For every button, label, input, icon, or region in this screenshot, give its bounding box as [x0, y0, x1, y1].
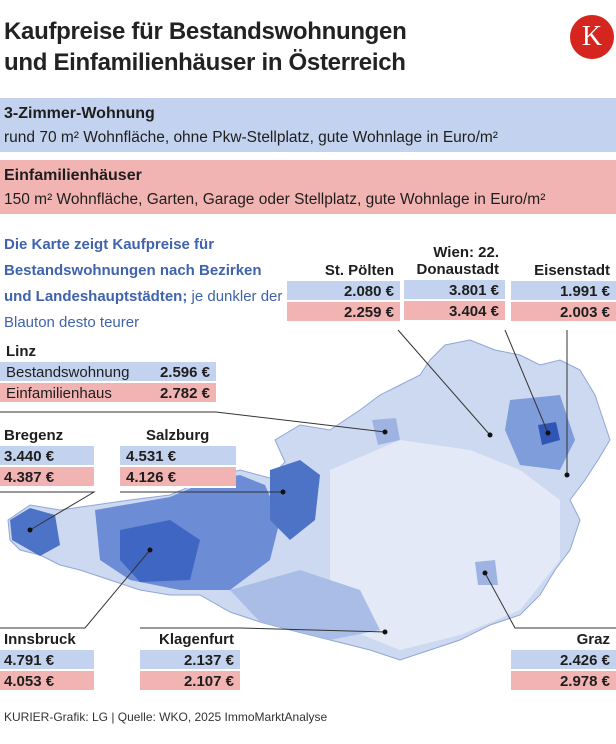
city-dots	[27, 429, 570, 635]
city-innsbruck: Innsbruck 4.791 € 4.053 €	[0, 631, 94, 692]
house-price: 4.387 €	[0, 467, 94, 488]
city-name: St. Pölten	[324, 262, 394, 279]
city-name: Linz	[6, 343, 36, 360]
leader-linz	[0, 411, 386, 433]
map-intro: Die Karte zeigt Kaufpreise für Bestandsw…	[4, 232, 284, 336]
city-wien: Wien: 22. Donaustadt 3.801 € 3.404 €	[404, 244, 505, 322]
city-linz: Linz Bestandswohnung 2.596 € Einfamilien…	[0, 343, 216, 404]
city-bregenz: Bregenz 3.440 € 4.387 €	[0, 427, 94, 488]
legend-house-heading: Einfamilienhäuser	[4, 167, 142, 184]
apartment-price: 1.991 €	[511, 281, 616, 302]
city-salzburg: Salzburg 4.531 € 4.126 €	[120, 427, 236, 488]
leader-bregenz	[0, 491, 96, 531]
title-line-1: Kaufpreise für Bestandswohnungen	[4, 18, 407, 45]
house-price: 4.053 €	[0, 671, 94, 692]
dot-linz	[382, 429, 388, 435]
leader-graz	[484, 572, 616, 629]
city-name: Eisenstadt	[534, 262, 610, 279]
intro-normal: je dunkler der Blauton desto teurer	[4, 288, 283, 331]
apartment-price: 2.426 €	[511, 650, 616, 671]
title-line-2: und Einfamilienhäuser in Österreich	[4, 49, 406, 76]
city-name: Bregenz	[4, 427, 64, 444]
legend-house: Einfamilienhäuser 150 m² Wohnfläche, Gar…	[0, 160, 616, 214]
apartment-price: 4.791 €	[0, 650, 94, 671]
title: Kaufpreise für Bestandswohnungen und Ein…	[4, 16, 407, 78]
apartment-price: 4.531 €	[120, 446, 236, 467]
region-carinthia	[230, 570, 380, 640]
city-eisenstadt: Eisenstadt 1.991 € 2.003 €	[511, 262, 616, 323]
city-name: Graz	[576, 631, 610, 648]
apartment-label: Bestandswohnung	[6, 364, 130, 381]
intro-bold: Die Karte zeigt Kaufpreise für Bestandsw…	[4, 236, 262, 305]
city-klagenfurt: Klagenfurt 2.137 € 2.107 €	[140, 631, 240, 692]
dot-innsbruck	[147, 547, 153, 553]
apartment-price: 3.440 €	[0, 446, 94, 467]
legend-house-description: 150 m² Wohnfläche, Garten, Garage oder S…	[4, 191, 546, 208]
dot-salzburg	[280, 489, 286, 495]
city-st-poelten: St. Pölten 2.080 € 2.259 €	[287, 262, 400, 323]
legend-apartment-heading: 3-Zimmer-Wohnung	[4, 105, 155, 122]
leader-innsbruck	[0, 549, 151, 629]
house-price: 3.404 €	[404, 301, 505, 322]
leader-st-poelten	[397, 329, 491, 436]
leader-klagenfurt	[140, 627, 386, 633]
house-price: 2.107 €	[140, 671, 240, 692]
house-price: 4.126 €	[120, 467, 236, 488]
apartment-price: 2.080 €	[287, 281, 400, 302]
city-name: Innsbruck	[4, 631, 76, 648]
dot-bregenz	[27, 527, 33, 533]
apartment-price: 2.596 €	[159, 364, 210, 381]
apartment-price: 2.137 €	[140, 650, 240, 671]
city-name-line-1: Wien: 22.	[433, 244, 499, 261]
source-footer: KURIER-Grafik: LG | Quelle: WKO, 2025 Im…	[4, 710, 328, 724]
apartment-price: 3.801 €	[404, 280, 505, 301]
dot-klagenfurt	[382, 629, 388, 635]
city-name-line-2: Donaustadt	[416, 261, 500, 278]
leader-lines	[0, 329, 616, 633]
dot-graz	[482, 570, 488, 576]
house-label: Einfamilienhaus	[6, 385, 112, 402]
region-east-light	[330, 440, 560, 650]
dot-wien	[545, 430, 551, 436]
house-price: 2.003 €	[511, 302, 616, 323]
house-price: 2.978 €	[511, 671, 616, 692]
city-name: Salzburg	[146, 427, 210, 444]
kurier-logo: K	[570, 15, 614, 59]
legend-apartment-description: rund 70 m² Wohnfläche, ohne Pkw-Stellpla…	[4, 129, 498, 146]
legend-apartment: 3-Zimmer-Wohnung rund 70 m² Wohnfläche, …	[0, 98, 616, 152]
house-price: 2.259 €	[287, 302, 400, 323]
region-innsbruck-area	[120, 520, 200, 582]
city-name: Klagenfurt	[159, 631, 234, 648]
dot-st-poelten	[487, 432, 493, 438]
house-price: 2.782 €	[159, 385, 210, 402]
city-graz: Graz 2.426 € 2.978 €	[511, 631, 616, 692]
dot-eisenstadt	[564, 472, 570, 478]
region-salzburg	[270, 460, 320, 540]
leader-wien	[504, 329, 549, 434]
